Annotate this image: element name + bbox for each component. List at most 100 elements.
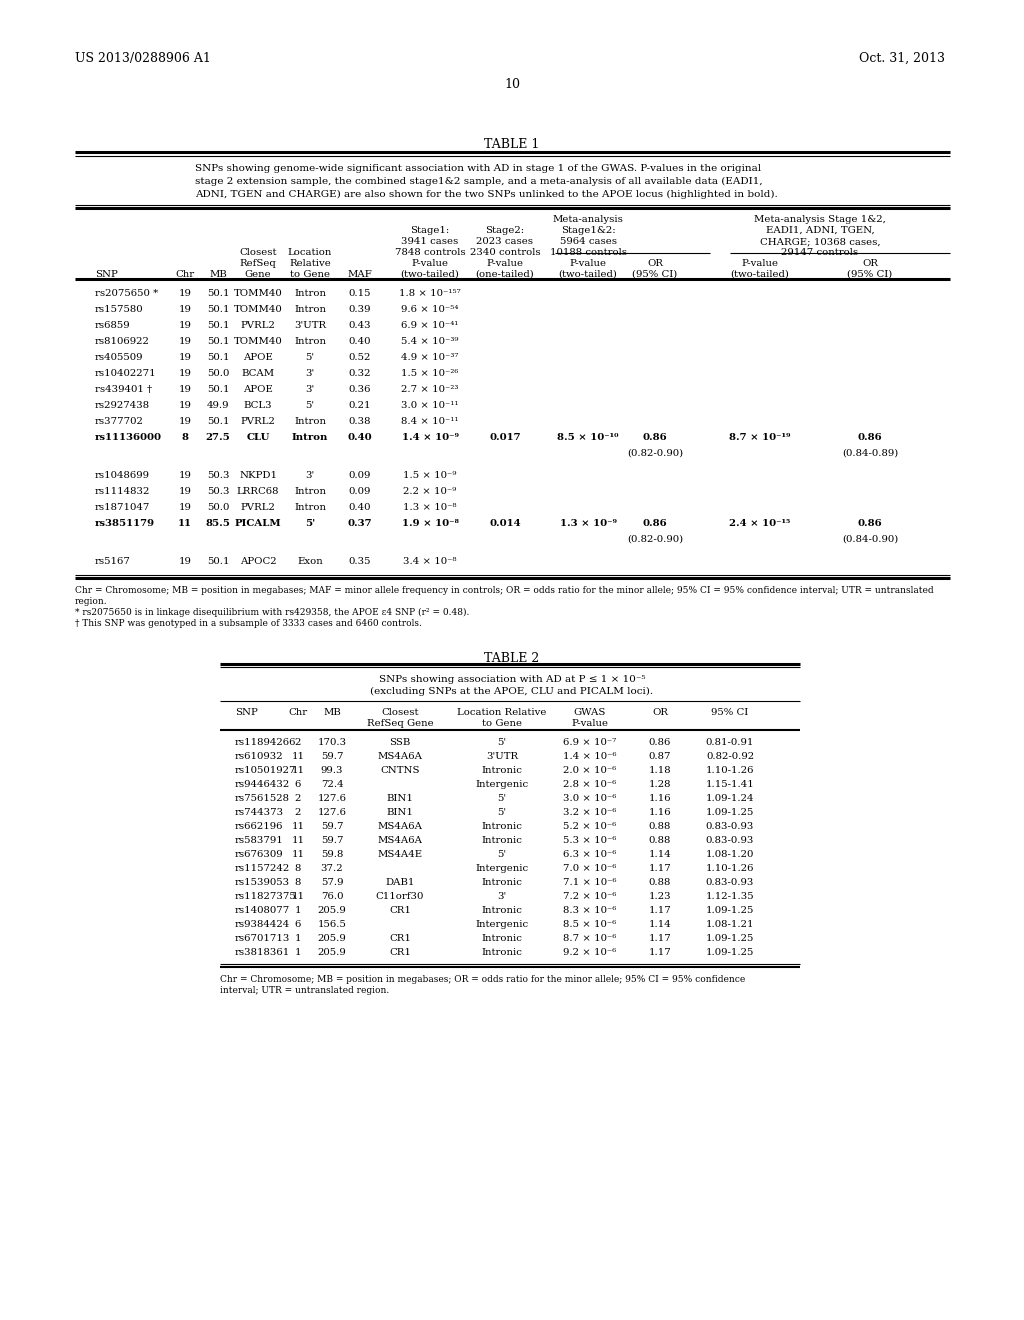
Text: 1.10-1.26: 1.10-1.26 bbox=[706, 766, 755, 775]
Text: 0.88: 0.88 bbox=[649, 822, 671, 832]
Text: 11: 11 bbox=[292, 850, 304, 859]
Text: Oct. 31, 2013: Oct. 31, 2013 bbox=[859, 51, 945, 65]
Text: P-value: P-value bbox=[571, 719, 608, 729]
Text: (0.82-0.90): (0.82-0.90) bbox=[627, 535, 683, 544]
Text: Chr = Chromosome; MB = position in megabases; MAF = minor allele frequency in co: Chr = Chromosome; MB = position in megab… bbox=[75, 586, 934, 595]
Text: 99.3: 99.3 bbox=[321, 766, 343, 775]
Text: 50.1: 50.1 bbox=[207, 385, 229, 393]
Text: 19: 19 bbox=[178, 503, 191, 512]
Text: rs10402271: rs10402271 bbox=[95, 370, 157, 378]
Text: CLU: CLU bbox=[247, 433, 269, 442]
Text: RefSeq: RefSeq bbox=[240, 259, 276, 268]
Text: 8: 8 bbox=[181, 433, 188, 442]
Text: 2.8 × 10⁻⁶: 2.8 × 10⁻⁶ bbox=[563, 780, 616, 789]
Text: Intergenic: Intergenic bbox=[475, 865, 528, 873]
Text: 19: 19 bbox=[178, 305, 191, 314]
Text: 19: 19 bbox=[178, 385, 191, 393]
Text: 0.86: 0.86 bbox=[858, 433, 883, 442]
Text: 2023 cases: 2023 cases bbox=[476, 238, 534, 246]
Text: 1: 1 bbox=[295, 935, 301, 942]
Text: 50.1: 50.1 bbox=[207, 305, 229, 314]
Text: 1.17: 1.17 bbox=[648, 935, 672, 942]
Text: 5.2 × 10⁻⁶: 5.2 × 10⁻⁶ bbox=[563, 822, 616, 832]
Text: 0.87: 0.87 bbox=[649, 752, 672, 762]
Text: Chr: Chr bbox=[289, 708, 307, 717]
Text: 1: 1 bbox=[295, 948, 301, 957]
Text: Intronic: Intronic bbox=[481, 766, 522, 775]
Text: rs1539053: rs1539053 bbox=[234, 878, 290, 887]
Text: 156.5: 156.5 bbox=[317, 920, 346, 929]
Text: 19: 19 bbox=[178, 487, 191, 496]
Text: OR: OR bbox=[652, 708, 668, 717]
Text: rs3851179: rs3851179 bbox=[95, 519, 155, 528]
Text: RefSeq Gene: RefSeq Gene bbox=[367, 719, 433, 729]
Text: 3'UTR: 3'UTR bbox=[294, 321, 326, 330]
Text: Stage1&2:: Stage1&2: bbox=[561, 226, 615, 235]
Text: 5': 5' bbox=[305, 519, 315, 528]
Text: 0.38: 0.38 bbox=[349, 417, 372, 426]
Text: LRRC68: LRRC68 bbox=[237, 487, 280, 496]
Text: 50.3: 50.3 bbox=[207, 471, 229, 480]
Text: 1.09-1.25: 1.09-1.25 bbox=[706, 808, 755, 817]
Text: rs1114832: rs1114832 bbox=[95, 487, 151, 496]
Text: 0.09: 0.09 bbox=[349, 487, 371, 496]
Text: APOC2: APOC2 bbox=[240, 557, 276, 566]
Text: 85.5: 85.5 bbox=[206, 519, 230, 528]
Text: 2340 controls: 2340 controls bbox=[470, 248, 541, 257]
Text: 1.4 × 10⁻⁶: 1.4 × 10⁻⁶ bbox=[563, 752, 616, 762]
Text: 59.7: 59.7 bbox=[321, 836, 343, 845]
Text: 9.2 × 10⁻⁶: 9.2 × 10⁻⁶ bbox=[563, 948, 616, 957]
Text: 1.17: 1.17 bbox=[648, 906, 672, 915]
Text: 10: 10 bbox=[504, 78, 520, 91]
Text: Closest: Closest bbox=[240, 248, 276, 257]
Text: rs11894266: rs11894266 bbox=[234, 738, 297, 747]
Text: 1.18: 1.18 bbox=[648, 766, 672, 775]
Text: 19: 19 bbox=[178, 401, 191, 411]
Text: 7848 controls: 7848 controls bbox=[394, 248, 465, 257]
Text: Gene: Gene bbox=[245, 271, 271, 279]
Text: TOMM40: TOMM40 bbox=[233, 337, 283, 346]
Text: rs9446432: rs9446432 bbox=[234, 780, 290, 789]
Text: 8.3 × 10⁻⁶: 8.3 × 10⁻⁶ bbox=[563, 906, 616, 915]
Text: 0.37: 0.37 bbox=[348, 519, 373, 528]
Text: 127.6: 127.6 bbox=[317, 795, 346, 803]
Text: US 2013/0288906 A1: US 2013/0288906 A1 bbox=[75, 51, 211, 65]
Text: CNTNS: CNTNS bbox=[380, 766, 420, 775]
Text: 0.40: 0.40 bbox=[349, 337, 372, 346]
Text: (0.84-0.90): (0.84-0.90) bbox=[842, 535, 898, 544]
Text: (0.82-0.90): (0.82-0.90) bbox=[627, 449, 683, 458]
Text: 1.5 × 10⁻⁹: 1.5 × 10⁻⁹ bbox=[403, 471, 457, 480]
Text: 72.4: 72.4 bbox=[321, 780, 343, 789]
Text: BIN1: BIN1 bbox=[387, 795, 414, 803]
Text: 50.1: 50.1 bbox=[207, 352, 229, 362]
Text: CR1: CR1 bbox=[389, 935, 411, 942]
Text: rs744373: rs744373 bbox=[234, 808, 284, 817]
Text: CR1: CR1 bbox=[389, 948, 411, 957]
Text: rs8106922: rs8106922 bbox=[95, 337, 150, 346]
Text: rs1157242: rs1157242 bbox=[234, 865, 290, 873]
Text: P-value: P-value bbox=[741, 259, 778, 268]
Text: 19: 19 bbox=[178, 370, 191, 378]
Text: Closest: Closest bbox=[381, 708, 419, 717]
Text: 19: 19 bbox=[178, 417, 191, 426]
Text: 1.14: 1.14 bbox=[648, 920, 672, 929]
Text: 19: 19 bbox=[178, 321, 191, 330]
Text: 8.4 × 10⁻¹¹: 8.4 × 10⁻¹¹ bbox=[401, 417, 459, 426]
Text: 50.1: 50.1 bbox=[207, 417, 229, 426]
Text: rs11136000: rs11136000 bbox=[95, 433, 162, 442]
Text: Intron: Intron bbox=[294, 337, 326, 346]
Text: to Gene: to Gene bbox=[290, 271, 330, 279]
Text: 1: 1 bbox=[295, 906, 301, 915]
Text: 0.39: 0.39 bbox=[349, 305, 372, 314]
Text: BIN1: BIN1 bbox=[387, 808, 414, 817]
Text: 0.81-0.91: 0.81-0.91 bbox=[706, 738, 755, 747]
Text: 5': 5' bbox=[305, 352, 314, 362]
Text: Intergenic: Intergenic bbox=[475, 920, 528, 929]
Text: 37.2: 37.2 bbox=[321, 865, 343, 873]
Text: 8: 8 bbox=[295, 865, 301, 873]
Text: 6.9 × 10⁻⁷: 6.9 × 10⁻⁷ bbox=[563, 738, 616, 747]
Text: PVRL2: PVRL2 bbox=[241, 503, 275, 512]
Text: rs405509: rs405509 bbox=[95, 352, 143, 362]
Text: 0.40: 0.40 bbox=[348, 433, 373, 442]
Text: interval; UTR = untranslated region.: interval; UTR = untranslated region. bbox=[220, 986, 389, 995]
